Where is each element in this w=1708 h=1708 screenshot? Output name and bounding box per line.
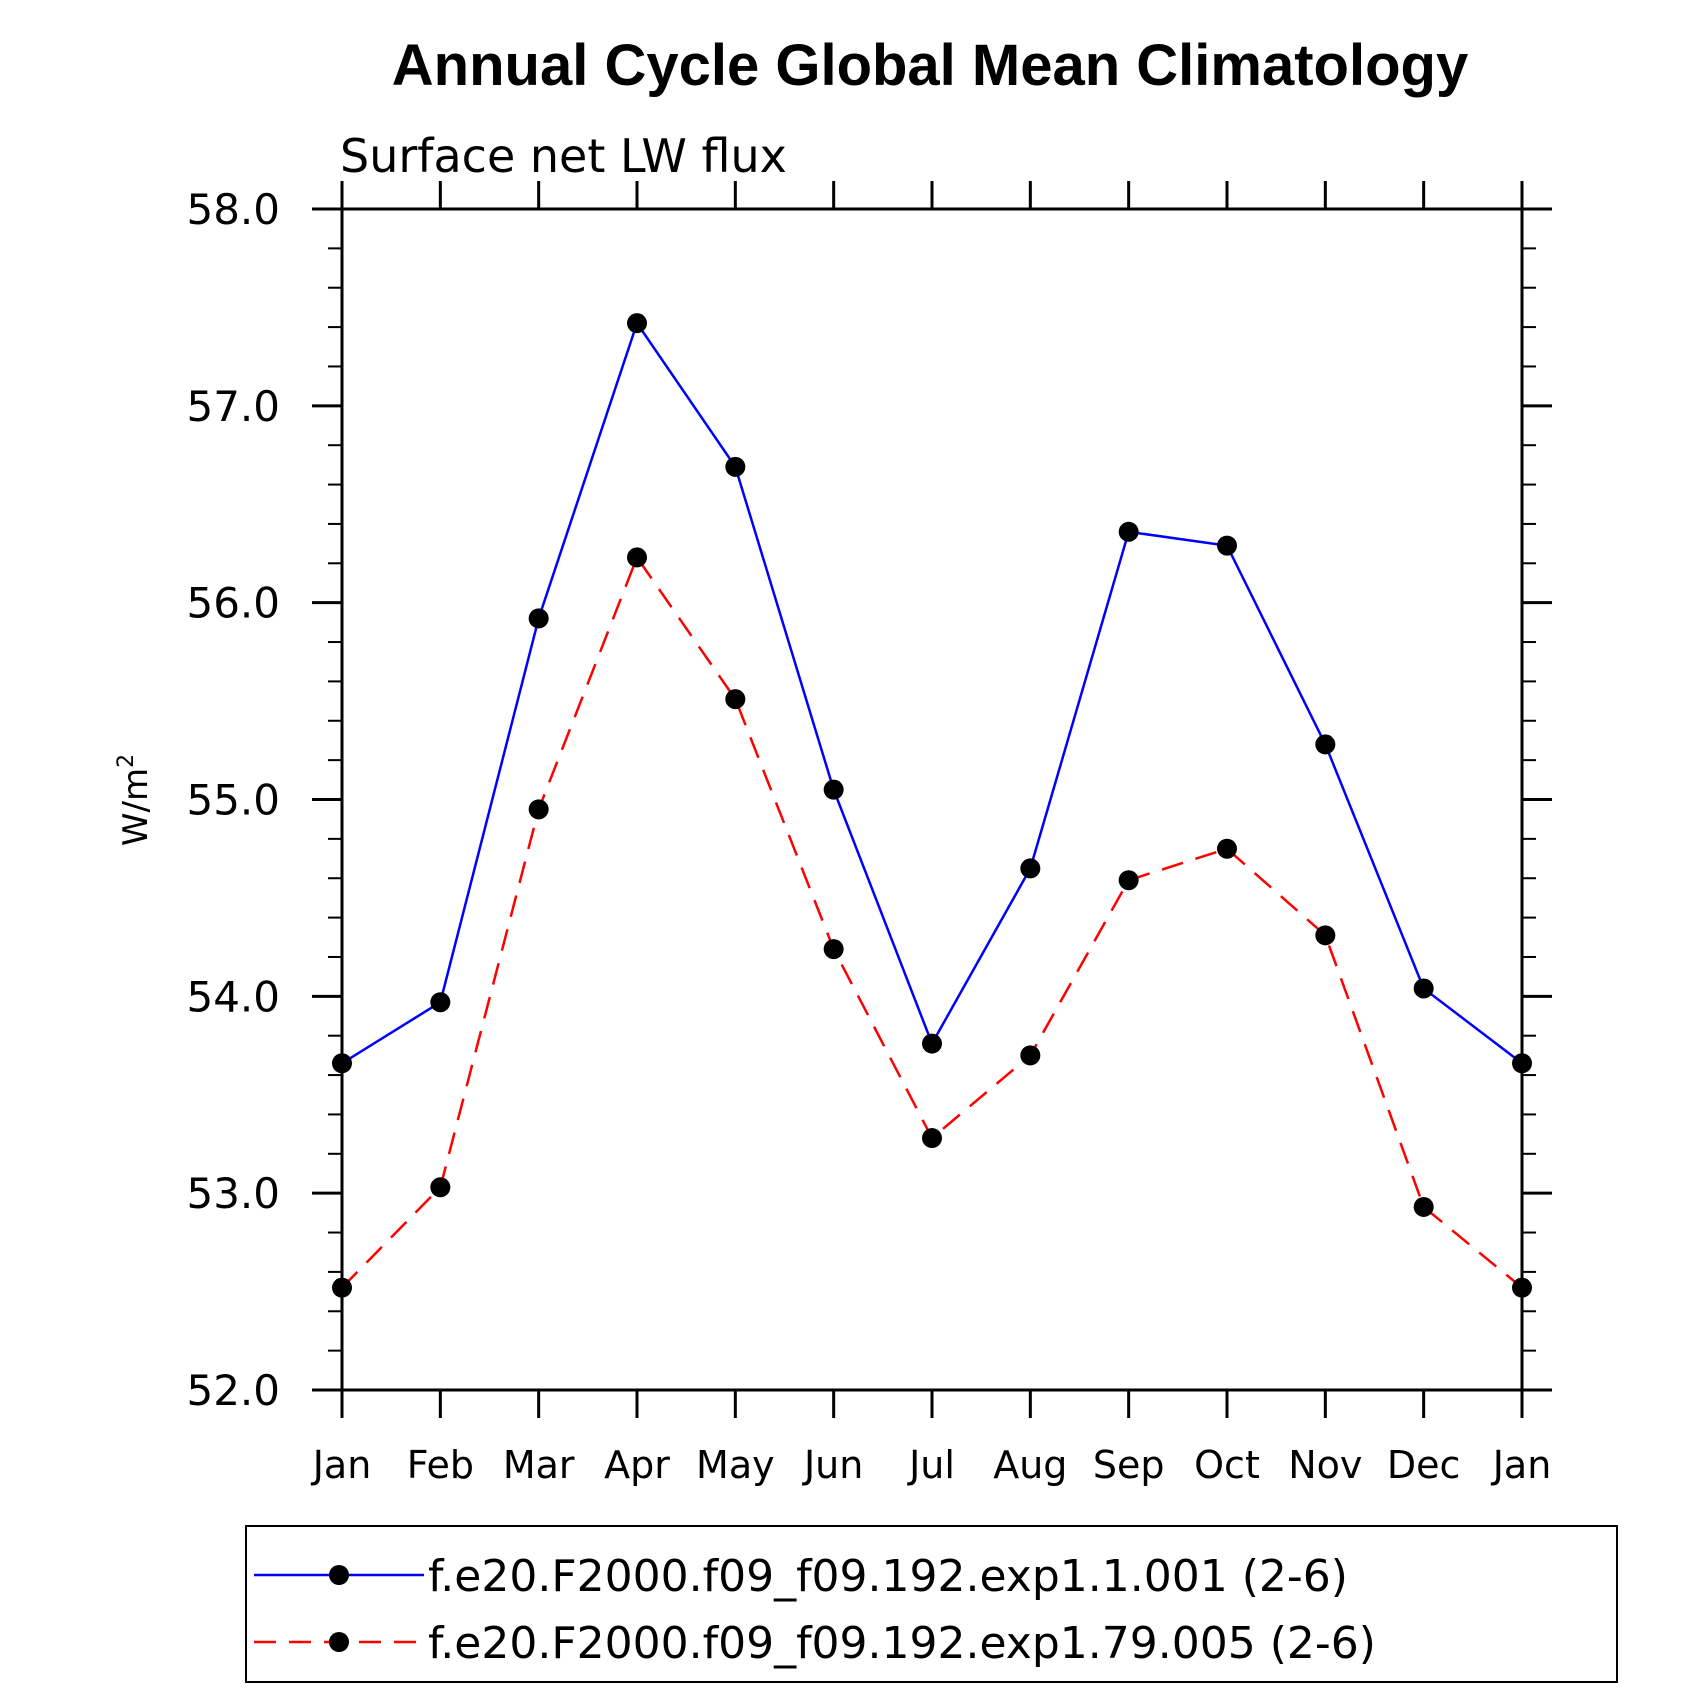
data-point [1315, 925, 1336, 946]
series-layer [332, 313, 1532, 1298]
xtick-label: May [696, 1443, 775, 1487]
xtick-label: Jan [1491, 1443, 1552, 1487]
series-line [341, 320, 1523, 1065]
legend-marker [329, 1632, 349, 1652]
legend: f.e20.F2000.f09_f09.192.exp1.1.001 (2-6)… [245, 1525, 1618, 1683]
xtick-label: Jul [907, 1443, 955, 1487]
legend-item-1: f.e20.F2000.f09_f09.192.exp1.1.001 (2-6) [254, 1551, 1348, 1602]
data-point [1020, 1045, 1041, 1066]
legend-item-2: f.e20.F2000.f09_f09.192.exp1.79.005 (2-6… [254, 1618, 1376, 1669]
data-point [823, 779, 844, 800]
ytick-label: 52.0 [186, 1366, 280, 1415]
legend-label: f.e20.F2000.f09_f09.192.exp1.1.001 (2-6) [428, 1551, 1348, 1602]
data-point [1413, 1196, 1434, 1217]
data-point [922, 1033, 942, 1054]
data-point [1512, 1277, 1532, 1298]
xtick-label: Jun [802, 1443, 863, 1487]
xtick-label: Oct [1194, 1443, 1260, 1487]
chart-subtitle: Surface net LW flux [340, 129, 787, 183]
plot-frame [340, 207, 1524, 1392]
ytick-label: 55.0 [186, 776, 280, 825]
svg-text:W/m2: W/m2 [114, 754, 156, 846]
data-point [1217, 838, 1237, 859]
xtick-label: Jan [311, 1443, 372, 1487]
data-point [1315, 734, 1336, 755]
legend-box [245, 1525, 1618, 1683]
ytick-label: 54.0 [186, 972, 280, 1021]
series-2 [332, 547, 1532, 1298]
ytick-label: 57.0 [186, 382, 280, 431]
data-point [332, 1277, 352, 1298]
data-point [1020, 858, 1041, 879]
data-point [430, 992, 451, 1013]
ytick-label: 53.0 [186, 1169, 280, 1218]
data-point [725, 689, 746, 710]
legend-marker [329, 1565, 349, 1585]
y-axis-label-superscript: 2 [114, 754, 139, 768]
data-point [627, 313, 647, 334]
y-axis-label: W/m2 [114, 754, 156, 846]
ytick-label: 58.0 [186, 185, 280, 234]
data-point [922, 1128, 942, 1149]
data-point [1512, 1053, 1532, 1074]
data-point [1118, 870, 1139, 891]
legend-items: f.e20.F2000.f09_f09.192.exp1.1.001 (2-6)… [254, 1551, 1376, 1669]
xtick-label: Mar [503, 1443, 575, 1487]
xtick-label: Dec [1387, 1443, 1461, 1487]
x-tick-labels: Jan Feb Mar Apr May Jun Jul Aug Sep Oct Nov Dec Jan [311, 1443, 1552, 1487]
xtick-label: Apr [604, 1443, 670, 1487]
data-point [528, 608, 549, 629]
series-line [341, 554, 1523, 1289]
y-tick-labels: 52.0 53.0 54.0 55.0 56.0 57.0 58.0 [186, 185, 280, 1415]
data-point [1118, 521, 1139, 542]
xtick-label: Sep [1093, 1443, 1165, 1487]
data-point [1413, 978, 1434, 999]
series-1 [332, 313, 1532, 1074]
ytick-label: 56.0 [186, 579, 280, 628]
data-point [823, 939, 844, 960]
data-point [528, 799, 549, 820]
data-point [627, 547, 647, 568]
axis-ticks [312, 181, 1552, 1418]
data-point [725, 456, 746, 477]
data-point [430, 1177, 451, 1198]
data-point [332, 1053, 352, 1074]
y-axis-label-text: W/m [116, 768, 156, 846]
xtick-label: Nov [1288, 1443, 1362, 1487]
data-point [1217, 535, 1237, 556]
xtick-label: Aug [993, 1443, 1067, 1487]
chart-title: Annual Cycle Global Mean Climatology [392, 33, 1468, 98]
xtick-label: Feb [407, 1443, 474, 1487]
legend-label: f.e20.F2000.f09_f09.192.exp1.79.005 (2-6… [428, 1618, 1376, 1669]
